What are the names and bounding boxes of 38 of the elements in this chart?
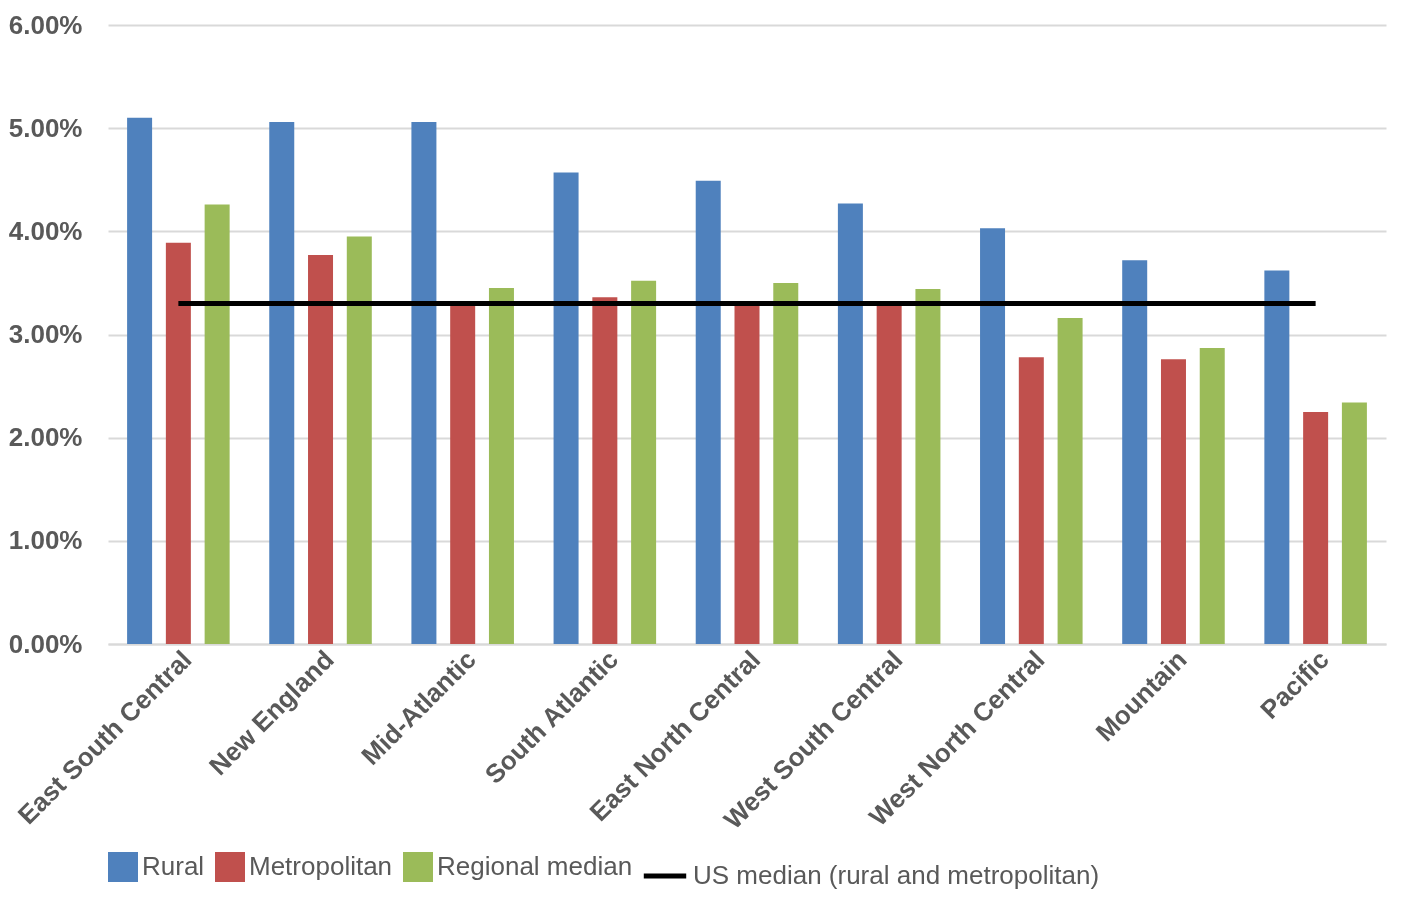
bar (165, 242, 191, 644)
bar (1122, 260, 1148, 644)
bar (1160, 359, 1186, 644)
bar (269, 121, 295, 644)
y-tick-label: 2.00% (8, 422, 83, 453)
bar (450, 303, 476, 644)
bar (127, 117, 153, 644)
legend-label: US median (rural and metropolitan) (693, 860, 1100, 890)
bar (734, 303, 760, 644)
bar (1018, 357, 1044, 644)
bar (592, 297, 618, 644)
bar (1341, 402, 1367, 644)
bar (631, 280, 657, 644)
bar (876, 303, 902, 644)
bar (1303, 411, 1329, 644)
bar (488, 288, 514, 644)
bar (773, 282, 799, 644)
bar (1199, 347, 1225, 644)
legend-label: Rural (142, 851, 205, 881)
bar (553, 172, 579, 644)
bar (837, 203, 863, 644)
y-tick-label: 4.00% (8, 215, 83, 246)
bar (1057, 317, 1083, 644)
bar (915, 289, 941, 644)
y-tick-label: 1.00% (8, 525, 83, 556)
y-tick-label: 6.00% (8, 9, 83, 40)
bar (308, 255, 334, 644)
y-tick-label: 0.00% (8, 628, 83, 659)
bar (346, 236, 372, 644)
legend-label: Regional median (437, 851, 633, 881)
bar (204, 204, 230, 644)
bar (411, 121, 437, 644)
bar (980, 228, 1006, 644)
bar (1264, 270, 1290, 644)
bar (695, 180, 721, 644)
legend-label: Metropolitan (249, 851, 393, 881)
y-tick-label: 5.00% (8, 112, 83, 143)
y-tick-label: 3.00% (8, 319, 83, 349)
